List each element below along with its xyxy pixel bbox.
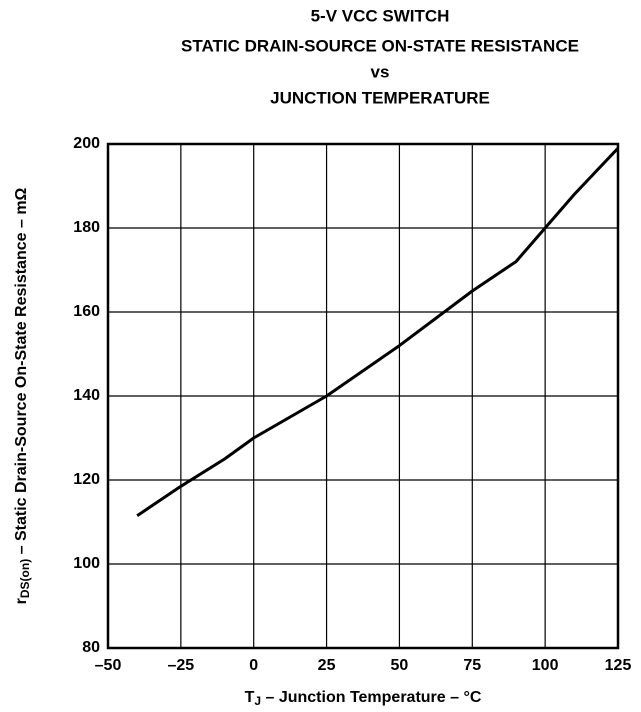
- y-tick-label: 80: [82, 639, 100, 656]
- chart-title: JUNCTION TEMPERATURE: [270, 88, 490, 107]
- x-tick-label: –50: [95, 657, 122, 674]
- x-axis-label: TJ – Junction Temperature – °C: [245, 689, 482, 708]
- chart-title: vs: [371, 62, 390, 81]
- y-tick-label: 100: [73, 555, 100, 572]
- x-tick-label: 125: [605, 657, 632, 674]
- y-label-symbol: r: [13, 598, 30, 604]
- chart-title: 5-V VCC SWITCH: [311, 6, 450, 25]
- y-tick-label: 120: [73, 471, 100, 488]
- x-label-text: – Junction Temperature – °C: [261, 689, 482, 706]
- y-tick-label: 140: [73, 387, 100, 404]
- y-tick-label: 180: [73, 219, 100, 236]
- x-tick-label: 100: [532, 657, 559, 674]
- x-tick-label: 75: [463, 657, 481, 674]
- y-label-text: – Static Drain-Source On-State Resistanc…: [13, 187, 30, 558]
- x-tick-label: 25: [318, 657, 336, 674]
- x-tick-label: 50: [391, 657, 409, 674]
- chart-title: STATIC DRAIN-SOURCE ON-STATE RESISTANCE: [181, 36, 579, 55]
- y-axis-label: rDS(on) – Static Drain-Source On-State R…: [13, 187, 32, 604]
- data-line: [136, 147, 620, 517]
- x-label-subscript: J: [254, 694, 261, 708]
- y-tick-label: 200: [73, 135, 100, 152]
- x-tick-label: 0: [249, 657, 258, 674]
- x-label-symbol: T: [245, 689, 255, 706]
- plot-frame: [106, 142, 620, 650]
- y-tick-label: 160: [73, 303, 100, 320]
- y-label-subscript: DS(on): [18, 559, 32, 598]
- x-tick-label: –25: [168, 657, 195, 674]
